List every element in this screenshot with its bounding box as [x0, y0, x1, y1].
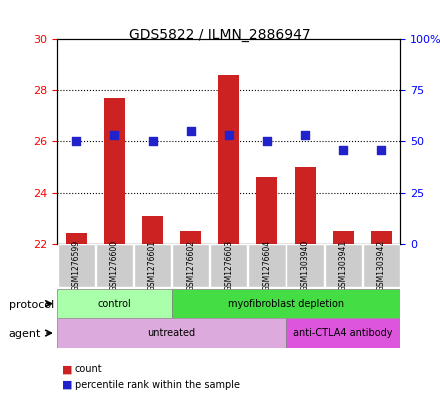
- FancyBboxPatch shape: [172, 289, 400, 318]
- Text: ■: ■: [62, 380, 72, 390]
- Point: [378, 147, 385, 153]
- Text: GSM1303941: GSM1303941: [339, 240, 348, 291]
- Text: percentile rank within the sample: percentile rank within the sample: [75, 380, 240, 390]
- Point: [225, 132, 232, 138]
- Bar: [142, 215, 163, 244]
- Text: GSM1276602: GSM1276602: [186, 240, 195, 291]
- Text: GSM1276599: GSM1276599: [72, 240, 81, 291]
- FancyBboxPatch shape: [96, 244, 133, 287]
- FancyBboxPatch shape: [172, 244, 209, 287]
- Bar: [218, 75, 239, 244]
- Text: GSM1276604: GSM1276604: [262, 240, 271, 291]
- Text: GSM1303940: GSM1303940: [301, 240, 310, 291]
- Text: untreated: untreated: [147, 328, 196, 338]
- Text: myofibroblast depletion: myofibroblast depletion: [228, 299, 344, 309]
- Point: [340, 147, 347, 153]
- Bar: [104, 98, 125, 244]
- Bar: [257, 177, 278, 244]
- Text: anti-CTLA4 antibody: anti-CTLA4 antibody: [293, 328, 393, 338]
- Point: [149, 138, 156, 145]
- FancyBboxPatch shape: [210, 244, 247, 287]
- FancyBboxPatch shape: [57, 318, 286, 348]
- Text: GSM1276603: GSM1276603: [224, 240, 233, 291]
- FancyBboxPatch shape: [58, 244, 95, 287]
- FancyBboxPatch shape: [363, 244, 400, 287]
- Bar: [295, 167, 315, 244]
- Point: [111, 132, 118, 138]
- FancyBboxPatch shape: [248, 244, 286, 287]
- Point: [187, 128, 194, 134]
- Text: GSM1303942: GSM1303942: [377, 240, 386, 291]
- Text: GDS5822 / ILMN_2886947: GDS5822 / ILMN_2886947: [129, 28, 311, 42]
- FancyBboxPatch shape: [134, 244, 171, 287]
- Point: [264, 138, 271, 145]
- Text: count: count: [75, 364, 103, 375]
- FancyBboxPatch shape: [57, 289, 172, 318]
- Text: agent: agent: [9, 329, 41, 339]
- FancyBboxPatch shape: [286, 244, 324, 287]
- Bar: [180, 231, 201, 244]
- FancyBboxPatch shape: [325, 244, 362, 287]
- Text: ■: ■: [62, 364, 72, 375]
- Text: control: control: [98, 299, 131, 309]
- Text: GSM1276600: GSM1276600: [110, 240, 119, 291]
- Point: [73, 138, 80, 145]
- Text: GSM1276601: GSM1276601: [148, 240, 157, 291]
- Text: protocol: protocol: [9, 299, 54, 310]
- Point: [301, 132, 308, 138]
- FancyBboxPatch shape: [286, 318, 400, 348]
- Bar: [333, 231, 354, 244]
- Bar: [66, 233, 87, 244]
- Bar: [371, 231, 392, 244]
